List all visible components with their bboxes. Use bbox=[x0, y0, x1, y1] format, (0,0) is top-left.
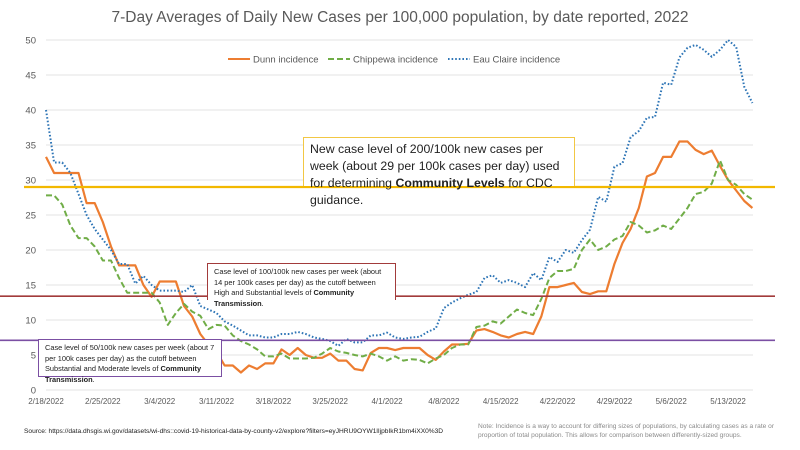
x-tick-label: 3/25/2022 bbox=[312, 397, 348, 406]
annotation-text: . bbox=[92, 374, 95, 384]
annotation-bold: Community Transmission bbox=[214, 288, 355, 308]
y-tick-label: 10 bbox=[25, 316, 36, 327]
x-tick-label: 4/8/2022 bbox=[428, 397, 460, 406]
y-tick-label: 5 bbox=[31, 351, 36, 362]
annotation-bold: Community Levels bbox=[395, 176, 505, 190]
legend-label: Eau Claire incidence bbox=[473, 55, 560, 66]
legend-label: Chippewa incidence bbox=[353, 55, 438, 66]
y-tick-label: 35 bbox=[25, 141, 36, 152]
annotation-text: . bbox=[261, 298, 264, 308]
y-tick-label: 40 bbox=[25, 106, 36, 117]
annotation-text: New case level of 200/100k new cases per… bbox=[310, 142, 560, 190]
x-tick-label: 3/11/2022 bbox=[199, 397, 235, 406]
y-tick-label: 15 bbox=[25, 281, 36, 292]
annotation-substantial-moderate: Case level of 50/100k new cases per week… bbox=[38, 339, 222, 384]
x-tick-label: 3/4/2022 bbox=[144, 397, 176, 406]
x-tick-label: 2/25/2022 bbox=[85, 397, 121, 406]
x-tick-label: 3/18/2022 bbox=[256, 397, 292, 406]
chart-title: 7-Day Averages of Daily New Cases per 10… bbox=[111, 9, 689, 26]
x-tick-label: 2/18/2022 bbox=[28, 397, 64, 406]
y-tick-label: 25 bbox=[25, 211, 36, 222]
x-tick-label: 5/13/2022 bbox=[710, 397, 746, 406]
series-line-eau-claire-incidence bbox=[45, 39, 754, 347]
source-text: Source: https://data.dhsgis.wi.gov/datas… bbox=[24, 428, 444, 435]
x-tick-label: 4/22/2022 bbox=[540, 397, 576, 406]
annotation-text: Case level of 50/100k new cases per week… bbox=[45, 343, 215, 373]
y-tick-label: 50 bbox=[25, 36, 36, 47]
annotation-high-substantial: Case level of 100/100k new cases per wee… bbox=[207, 263, 396, 308]
annotation-text: Case level of 100/100k new cases per wee… bbox=[214, 267, 382, 297]
series-line-chippewa-incidence bbox=[46, 159, 753, 365]
y-tick-label: 20 bbox=[25, 246, 36, 257]
y-tick-label: 0 bbox=[31, 386, 36, 397]
legend-label: Dunn incidence bbox=[253, 55, 319, 66]
x-tick-label: 4/29/2022 bbox=[597, 397, 633, 406]
series-line-dunn-incidence bbox=[45, 140, 754, 374]
annotation-community-levels: New case level of 200/100k new cases per… bbox=[303, 137, 575, 207]
x-tick-label: 4/1/2022 bbox=[371, 397, 403, 406]
annotation-text: for CDC guidance. bbox=[310, 176, 553, 207]
x-tick-label: 5/6/2022 bbox=[656, 397, 688, 406]
note-text: Note: Incidence is a way to account for … bbox=[478, 423, 775, 439]
y-tick-label: 45 bbox=[25, 71, 36, 82]
y-tick-label: 30 bbox=[25, 176, 36, 187]
annotation-bold: Community Transmission bbox=[45, 364, 202, 384]
x-tick-label: 4/15/2022 bbox=[483, 397, 519, 406]
